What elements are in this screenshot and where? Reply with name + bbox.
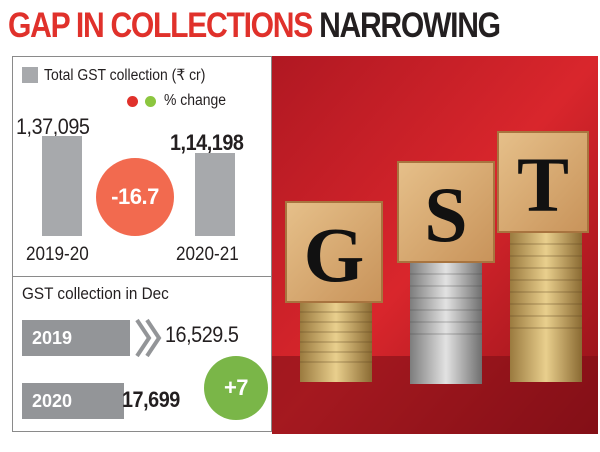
hbar-value-label-2020: 17,699 — [122, 387, 180, 412]
bar-value-label-2019-20: 1,37,095 — [16, 114, 90, 139]
legend-label-change: % change — [164, 92, 227, 109]
bar-2020-21 — [195, 153, 235, 236]
category-label-2020-21: 2020-21 — [176, 244, 239, 265]
hbar-label-2019: 2019 — [32, 327, 73, 348]
coin-stack-right — [510, 232, 582, 382]
block-letter-g: G — [304, 211, 365, 298]
change-circle-annual: -16.7 — [96, 158, 174, 236]
category-label-2019-20: 2019-20 — [26, 244, 89, 265]
block-s — [397, 161, 495, 263]
dec-section-title: GST collection in Dec — [22, 284, 169, 303]
zigzag-break-icon — [135, 318, 162, 358]
block-g — [285, 201, 383, 303]
block-letter-s: S — [424, 171, 467, 258]
coin-stack-middle — [410, 262, 482, 384]
block-letter-t: T — [517, 141, 569, 228]
bar-value-label-2020-21: 1,14,198 — [170, 130, 244, 155]
hbar-label-2020: 2020 — [32, 390, 73, 411]
legend-dot-green — [145, 96, 156, 107]
block-t — [497, 131, 589, 233]
gst-blocks-photo: G S T — [272, 56, 598, 434]
headline-part-dark: NARROWING — [319, 6, 501, 45]
legend-dot-red — [127, 96, 138, 107]
hbar-2019: 2019 — [22, 320, 130, 356]
bar-2019-20 — [42, 136, 82, 236]
hbar-value-label-2019: 16,529.5 — [165, 322, 239, 347]
legend-label-total: Total GST collection (₹ cr) — [44, 67, 206, 84]
change-circle-december: +7 — [204, 356, 268, 420]
legend-swatch-total — [22, 67, 38, 83]
headline: GAP IN COLLECTIONS NARROWING — [8, 6, 501, 46]
headline-part-red: GAP IN COLLECTIONS — [8, 6, 313, 45]
hbar-2020: 2020 — [22, 383, 124, 419]
panel-divider — [12, 276, 272, 277]
